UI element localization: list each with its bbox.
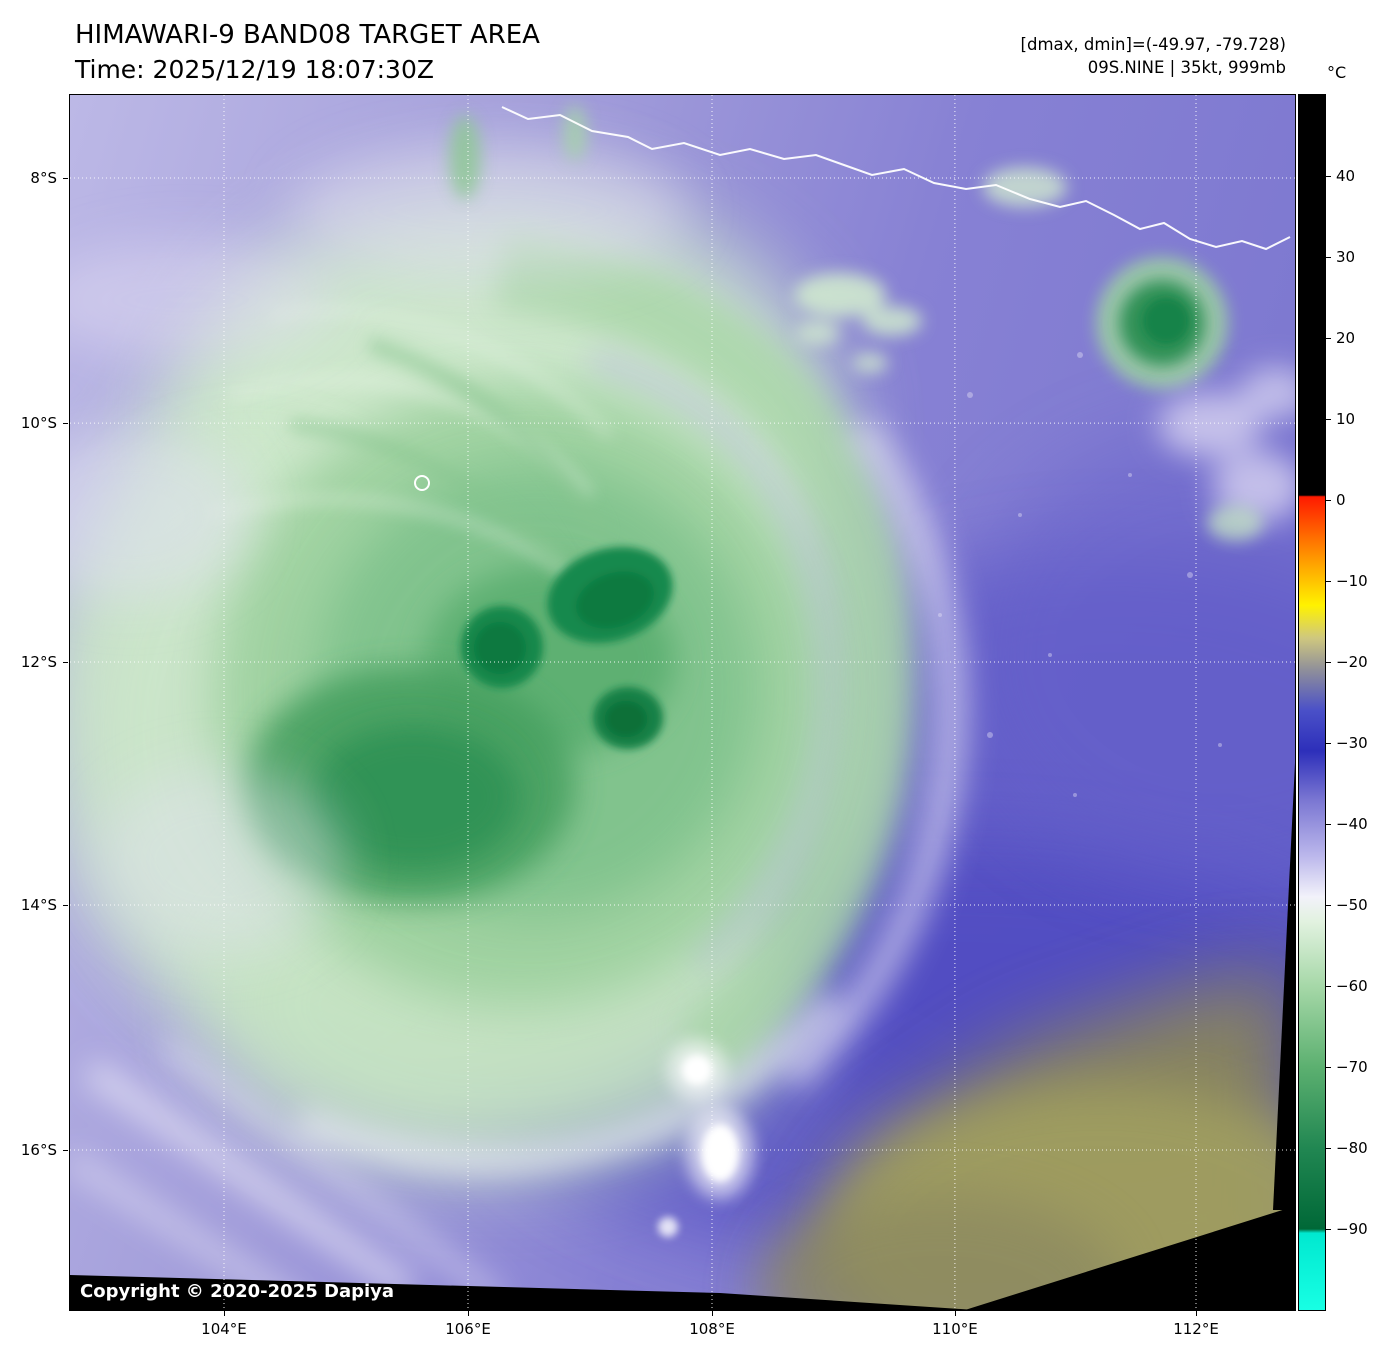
colorbar-tick-label: −10 [1336, 572, 1368, 590]
colorbar-tick-mark [1326, 338, 1331, 339]
lat-tick-mark [63, 1149, 68, 1151]
satellite-image [70, 95, 1295, 1310]
lat-tick-label: 12°S [20, 653, 57, 672]
lon-axis: 104°E 106°E 108°E 110°E 112°E [70, 1311, 1295, 1351]
lon-tick-mark [468, 1311, 469, 1316]
colorbar-tick-label: 40 [1336, 167, 1356, 185]
colorbar-tick-label: −30 [1336, 734, 1368, 752]
colorbar-tick-mark [1326, 500, 1331, 501]
colorbar-tick-label: −70 [1336, 1058, 1368, 1076]
lon-tick-label: 108°E [689, 1320, 735, 1338]
colorbar-tick-label: −90 [1336, 1220, 1368, 1238]
colorbar-tick-mark [1326, 176, 1331, 177]
colorbar-tick-mark [1326, 905, 1331, 906]
colorbar-tick-label: 20 [1336, 329, 1356, 347]
colorbar-tick-mark [1326, 1229, 1331, 1230]
storm-info-readout: 09S.NINE | 35kt, 999mb [1087, 57, 1286, 77]
lat-tick-mark [63, 423, 68, 425]
lat-tick-mark [63, 905, 68, 907]
lon-tick-mark [223, 1311, 225, 1316]
lat-tick-label: 8°S [30, 168, 57, 187]
colorbar-tick-label: 30 [1336, 248, 1356, 266]
colorbar-tick-mark [1326, 986, 1331, 987]
lon-tick-mark [954, 1311, 956, 1316]
colorbar-tick-mark [1326, 257, 1331, 258]
lat-tick-mark [63, 177, 68, 179]
colorbar [1298, 94, 1326, 1311]
colorbar-tick-label: −50 [1336, 896, 1368, 914]
lat-axis: 8°S 10°S 12°S 14°S 16°S [0, 95, 69, 1310]
colorbar-tick-mark [1326, 1148, 1331, 1149]
map-frame: Copyright © 2020-2025 Dapiya [69, 94, 1296, 1311]
dmax-dmin-readout: [dmax, dmin]=(-49.97, -79.728) [1020, 35, 1286, 54]
colorbar-tick-mark [1326, 581, 1331, 582]
lon-tick-label: 112°E [1173, 1320, 1219, 1338]
colorbar-unit-label: °C [1327, 63, 1347, 82]
lon-tick-mark [712, 1311, 714, 1316]
colorbar-tick-label: −20 [1336, 653, 1368, 671]
lat-tick-label: 14°S [20, 896, 57, 915]
colorbar-tick-label: 10 [1336, 410, 1356, 428]
copyright-notice: Copyright © 2020-2025 Dapiya [80, 1281, 395, 1302]
lat-tick-label: 16°S [20, 1140, 57, 1159]
lon-tick-label: 110°E [932, 1320, 978, 1338]
colorbar-tick-mark [1326, 662, 1331, 663]
colorbar-ticks: 40 30 20 10 0 −10 −20 −30 −40 −50 −60 −70 −80 −90 [1326, 95, 1388, 1310]
colorbar-tick-mark [1326, 1067, 1331, 1068]
timestamp: Time: 2025/12/19 18:07:30Z [75, 55, 434, 84]
lat-tick-label: 10°S [20, 414, 57, 433]
lon-tick-label: 106°E [445, 1320, 491, 1338]
colorbar-tick-label: −40 [1336, 815, 1368, 833]
colorbar-tick-mark [1326, 824, 1331, 825]
coastline [501, 106, 1291, 251]
colorbar-tick-label: 0 [1336, 491, 1346, 509]
colorbar-gradient [1299, 95, 1325, 1310]
colorbar-tick-label: −80 [1336, 1139, 1368, 1157]
colorbar-tick-mark [1326, 743, 1331, 744]
stats-block: [dmax, dmin]=(-49.97, -79.728) 09S.NINE … [1021, 34, 1286, 80]
lon-tick-label: 104°E [201, 1320, 247, 1338]
colorbar-tick-mark [1326, 419, 1331, 420]
page-title: HIMAWARI-9 BAND08 TARGET AREA [75, 20, 540, 50]
colorbar-tick-label: −60 [1336, 977, 1368, 995]
lat-tick-mark [63, 662, 68, 664]
lon-tick-mark [1196, 1311, 1198, 1316]
